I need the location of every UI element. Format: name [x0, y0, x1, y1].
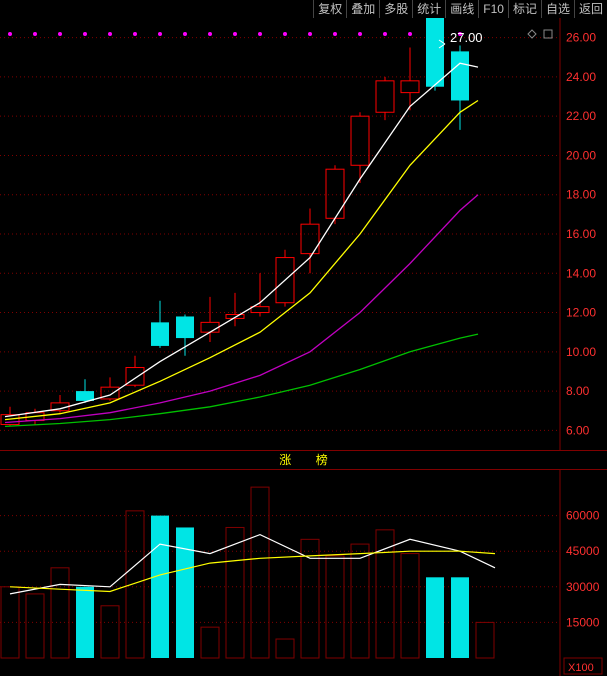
- toolbar-btn-0[interactable]: 复权: [313, 0, 346, 18]
- svg-text:X100: X100: [568, 662, 594, 674]
- svg-text:15000: 15000: [566, 615, 600, 629]
- svg-text:20.00: 20.00: [566, 148, 596, 162]
- middle-divider-bar: 涨 榜: [0, 450, 607, 470]
- svg-text:26.00: 26.00: [566, 31, 596, 45]
- svg-text:18.00: 18.00: [566, 188, 596, 202]
- svg-text:8.00: 8.00: [566, 384, 590, 398]
- price-candlestick-chart: 6.00 8.00 10.00 12.00 14.00 16.00 18.00 20.00 22…: [0, 18, 607, 450]
- svg-text:24.00: 24.00: [566, 70, 596, 84]
- middle-label-2: 榜: [316, 453, 328, 467]
- toolbar-btn-7[interactable]: 自选: [541, 0, 574, 18]
- toolbar-btn-6[interactable]: 标记: [508, 0, 541, 18]
- toolbar-btn-1[interactable]: 叠加: [346, 0, 379, 18]
- svg-text:45000: 45000: [566, 544, 600, 558]
- svg-text:27.00: 27.00: [450, 30, 483, 45]
- svg-text:30000: 30000: [566, 580, 600, 594]
- svg-text:16.00: 16.00: [566, 227, 596, 241]
- svg-text:22.00: 22.00: [566, 109, 596, 123]
- svg-text:14.00: 14.00: [566, 266, 596, 280]
- svg-text:60000: 60000: [566, 509, 600, 523]
- toolbar-btn-2[interactable]: 多股: [379, 0, 412, 18]
- middle-label-1: 涨: [279, 453, 291, 467]
- toolbar-btn-5[interactable]: F10: [478, 0, 508, 18]
- volume-bar-chart: 15000 30000 45000 60000 X100: [0, 470, 607, 676]
- svg-text:6.00: 6.00: [566, 423, 590, 437]
- toolbar-btn-8[interactable]: 返回: [574, 0, 607, 18]
- toolbar-btn-3[interactable]: 统计: [412, 0, 445, 18]
- svg-text:12.00: 12.00: [566, 306, 596, 320]
- svg-text:10.00: 10.00: [566, 345, 596, 359]
- chart-toolbar: 复权叠加多股统计画线F10标记自选返回: [313, 0, 607, 18]
- toolbar-btn-4[interactable]: 画线: [445, 0, 478, 18]
